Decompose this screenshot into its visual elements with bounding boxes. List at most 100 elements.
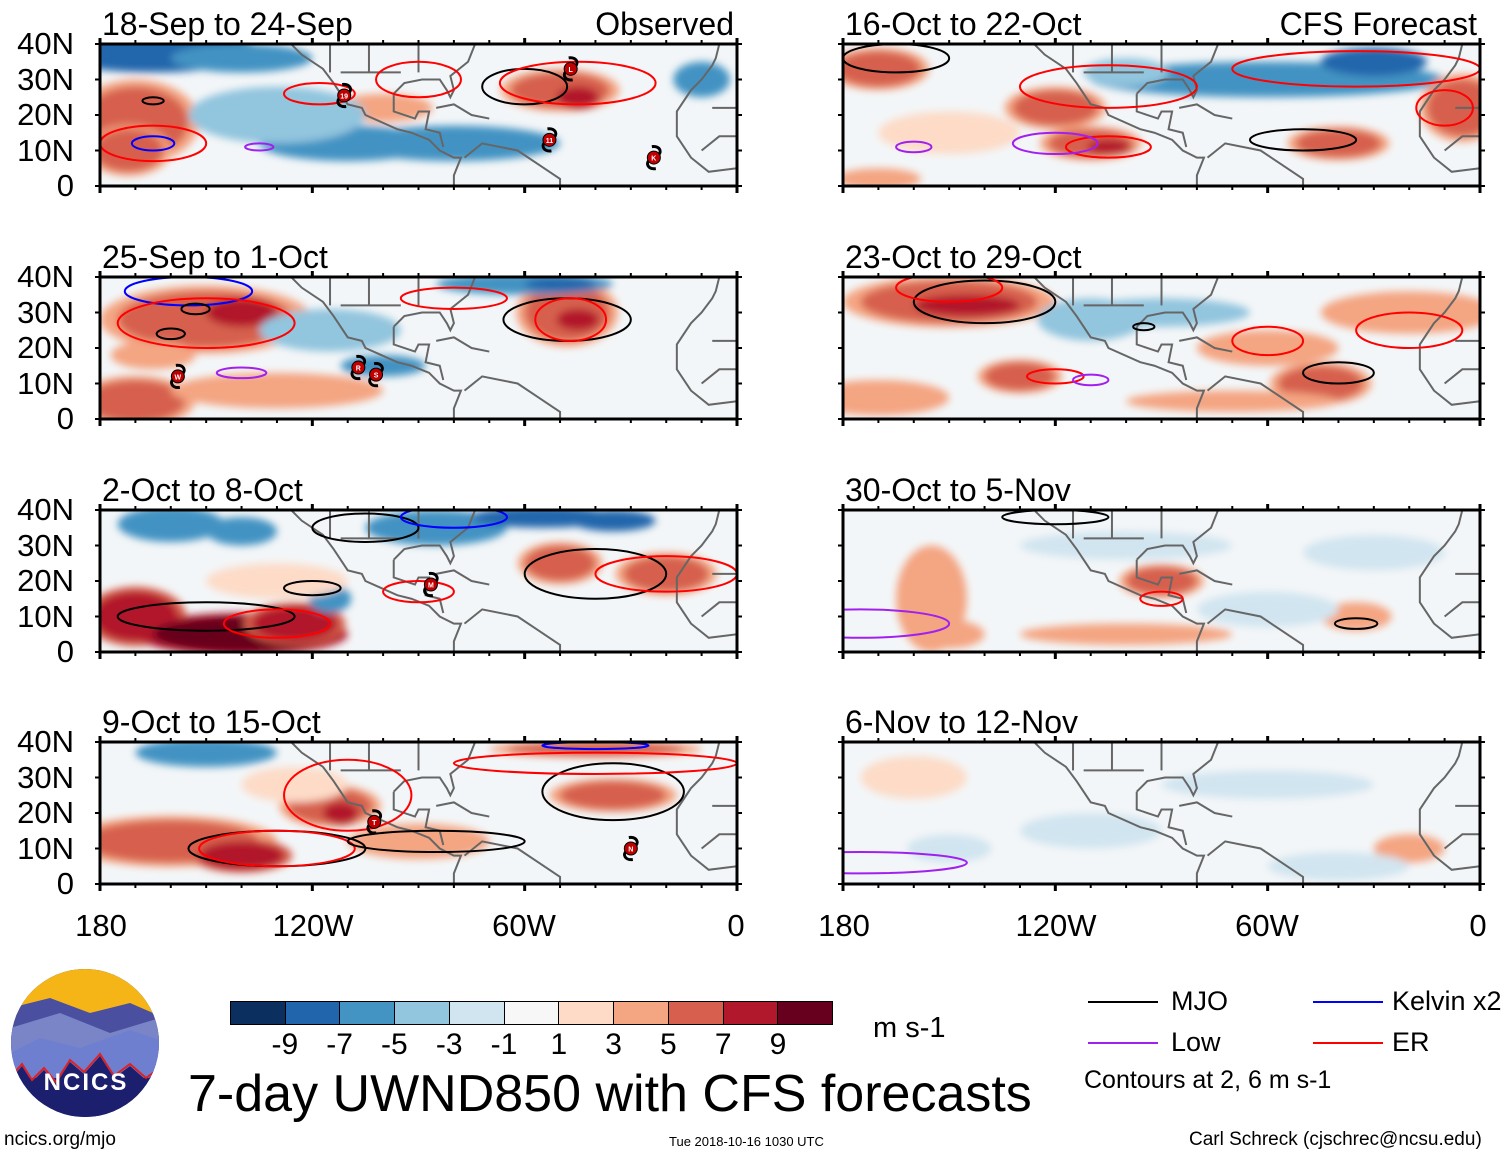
figure-title: 7-day UWND850 with CFS forecasts <box>188 1065 1032 1123</box>
tropical-cyclone-icon: N <box>623 835 639 862</box>
lat-tick-label: 20N <box>17 795 74 830</box>
anomaly-shading <box>110 340 196 370</box>
wave-contour <box>1139 590 1184 607</box>
lat-tick-label: 30N <box>17 294 74 330</box>
wave-contour <box>1333 617 1379 630</box>
lat-tick-label: 0 <box>56 168 74 203</box>
lat-tick-label: 20N <box>17 330 74 365</box>
wave-contour <box>1231 325 1305 357</box>
wave-contour <box>382 580 455 604</box>
wave-contour <box>523 548 668 600</box>
colorbar-swatch <box>558 1002 614 1024</box>
coastline <box>463 840 562 884</box>
lat-tick-label: 30N <box>17 61 74 97</box>
lon-tick-label: 60W <box>1235 908 1299 943</box>
wave-contour <box>100 124 208 163</box>
wave-contour <box>130 135 176 152</box>
coastline <box>675 510 737 639</box>
coastline <box>1178 801 1233 818</box>
colorbar-tick-label: 5 <box>660 1028 677 1061</box>
anomaly-shading <box>1278 365 1364 402</box>
panel-title: 2-Oct to 8-Oct <box>102 472 303 508</box>
anomaly-shading <box>1320 47 1427 76</box>
coastline <box>1443 601 1480 618</box>
coastline <box>1033 277 1206 419</box>
anomaly-shading <box>259 308 401 352</box>
coastline <box>1136 742 1220 798</box>
wave-contour <box>1248 128 1358 152</box>
anomaly-shading <box>188 86 366 144</box>
coastline <box>393 44 477 100</box>
anomaly-shading <box>913 620 985 649</box>
lat-tick-label: 30N <box>17 527 74 563</box>
anomaly-shading <box>878 111 1020 155</box>
lat-tick-label: 20N <box>17 97 74 132</box>
anomaly-shading <box>984 362 1056 391</box>
anomaly-shading <box>1295 129 1381 158</box>
anomaly-shading <box>1019 623 1233 645</box>
anomaly-shading <box>556 86 599 108</box>
coastline <box>700 135 737 152</box>
wave-contour <box>311 512 420 543</box>
legend-label-er: ER <box>1392 1027 1430 1057</box>
anomaly-shading <box>1126 566 1197 596</box>
wave-contour <box>215 366 268 380</box>
anomaly-shading <box>843 168 921 186</box>
coastline <box>1443 135 1480 152</box>
footer-author: Carl Schreck (cjschrec@ncsu.edu) <box>1189 1129 1482 1150</box>
coastline <box>700 368 737 385</box>
colorbar-units: m s-1 <box>873 1012 946 1044</box>
ncics-logo: NCICS <box>11 969 159 1117</box>
colorbar-swatch <box>394 1002 449 1024</box>
anomaly-shading <box>1087 139 1130 155</box>
storm-label: K <box>651 156 656 163</box>
anomaly-shading <box>524 277 596 292</box>
anomaly-shading <box>206 298 277 327</box>
lat-tick-label: 0 <box>56 866 74 901</box>
coastline <box>1135 326 1188 381</box>
legend-label-low: Low <box>1171 1027 1221 1057</box>
coastline <box>290 742 463 884</box>
colorbar-tick-label: 9 <box>769 1028 787 1061</box>
lat-tick-label: 20N <box>17 563 74 598</box>
anomaly-shading <box>1019 531 1233 560</box>
map-panel: TN <box>95 736 742 891</box>
coastline <box>392 559 445 614</box>
map-panel: W R S <box>95 271 742 426</box>
colorbar-swatch <box>503 1002 559 1024</box>
wave-contour <box>399 510 508 529</box>
anomaly-shading <box>170 372 384 409</box>
wave-contour <box>843 851 968 875</box>
footer-url[interactable]: ncics.org/mjo <box>4 1129 116 1150</box>
anomaly-shading <box>1426 79 1480 137</box>
wave-contour <box>895 277 1004 303</box>
lat-tick-label: 40N <box>17 724 74 759</box>
wave-contour <box>843 44 951 74</box>
lat-tick-label: 0 <box>56 634 74 669</box>
colorbar <box>230 1001 833 1025</box>
storm-label: T <box>372 820 377 827</box>
coastline <box>1178 336 1233 353</box>
coastline <box>393 510 477 566</box>
colorbar-tick-label: -5 <box>381 1028 408 1061</box>
anomaly-shading <box>560 781 667 810</box>
lat-tick-label: 0 <box>56 401 74 436</box>
colorbar-swatch <box>448 1002 504 1024</box>
panel-title: 25-Sep to 1-Oct <box>102 239 328 275</box>
wave-contour <box>912 279 1057 325</box>
lat-tick-label: 30N <box>17 759 74 795</box>
lat-tick-label: 40N <box>17 492 74 527</box>
coastline <box>700 601 737 618</box>
coastline <box>1033 44 1206 186</box>
anomaly-shading <box>1267 852 1410 881</box>
lon-tick-label: 0 <box>1469 908 1487 943</box>
coastline <box>1206 840 1305 884</box>
anomaly-shading <box>206 517 277 546</box>
wave-contour <box>1064 135 1152 159</box>
colorbar-tick-label: -9 <box>271 1028 299 1061</box>
coastline <box>435 103 490 120</box>
anomaly-shading <box>135 742 277 767</box>
storm-label: L <box>569 67 574 74</box>
column-label: Observed <box>595 6 734 42</box>
anomaly-shading <box>1019 813 1162 849</box>
